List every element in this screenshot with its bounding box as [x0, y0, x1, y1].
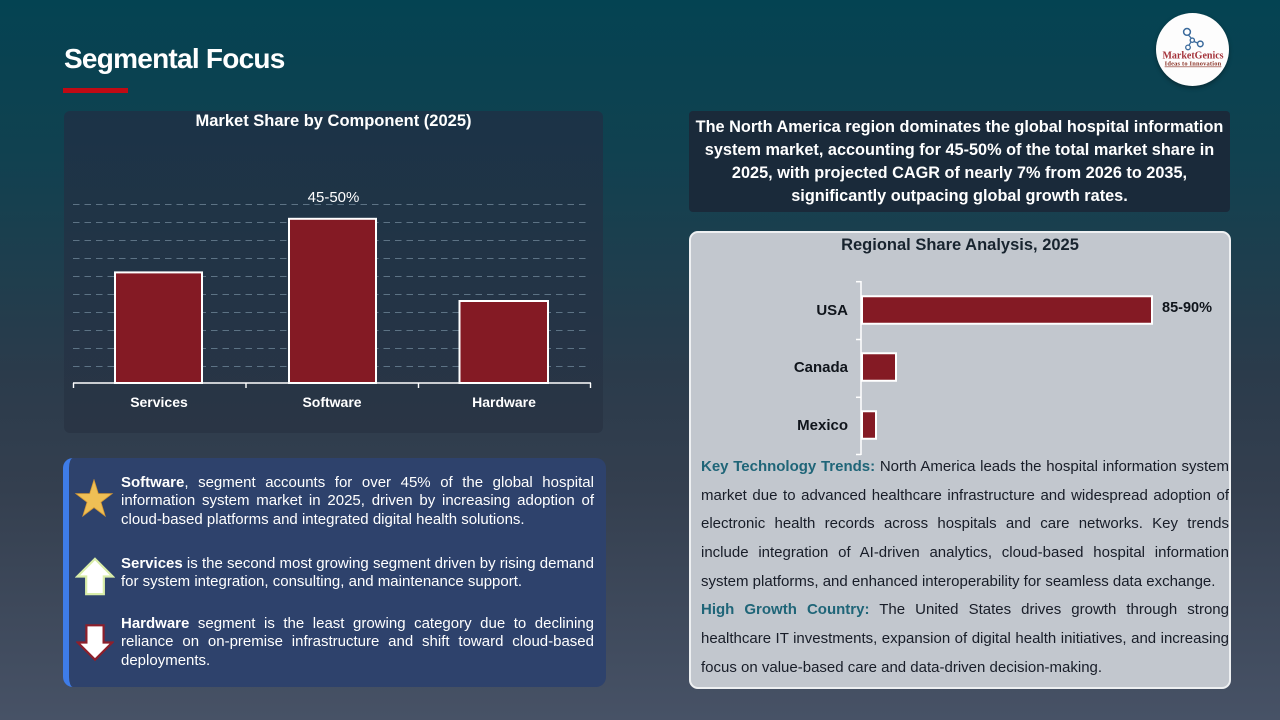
svg-text:Ideas to Innovation: Ideas to Innovation: [1165, 61, 1222, 68]
svg-text:MarketGenics: MarketGenics: [1162, 51, 1223, 62]
